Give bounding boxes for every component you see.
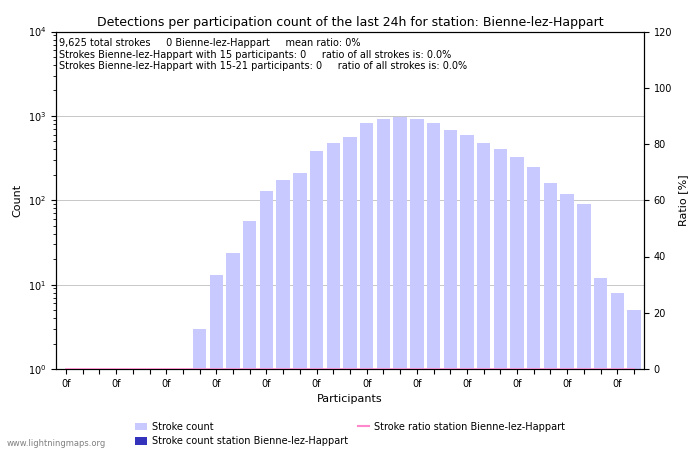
Stroke ratio station Bienne-lez-Happart [630, 366, 638, 372]
Y-axis label: Ratio [%]: Ratio [%] [678, 175, 688, 226]
Bar [377, 119, 390, 450]
Bar [461, 135, 474, 450]
Stroke ratio station Bienne-lez-Happart [379, 366, 388, 372]
Bar [226, 252, 239, 450]
Stroke ratio station Bienne-lez-Happart [95, 366, 104, 372]
Stroke ratio station Bienne-lez-Happart [329, 366, 337, 372]
Stroke ratio station Bienne-lez-Happart [112, 366, 120, 372]
Bar [627, 310, 640, 450]
Bar [109, 369, 122, 450]
Stroke ratio station Bienne-lez-Happart [546, 366, 554, 372]
Stroke ratio station Bienne-lez-Happart [146, 366, 154, 372]
Bar [360, 123, 373, 450]
Text: www.lightningmaps.org: www.lightningmaps.org [7, 439, 106, 448]
Stroke ratio station Bienne-lez-Happart [178, 366, 187, 372]
Stroke ratio station Bienne-lez-Happart [463, 366, 471, 372]
Bar [176, 369, 190, 450]
Bar [594, 278, 607, 450]
Text: 9,625 total strokes     0 Bienne-lez-Happart     mean ratio: 0%
Strokes Bienne-l: 9,625 total strokes 0 Bienne-lez-Happart… [59, 38, 467, 72]
Stroke ratio station Bienne-lez-Happart [295, 366, 304, 372]
Bar [393, 117, 407, 450]
Stroke ratio station Bienne-lez-Happart [195, 366, 204, 372]
Stroke ratio station Bienne-lez-Happart [412, 366, 421, 372]
Stroke ratio station Bienne-lez-Happart [613, 366, 622, 372]
Bar [276, 180, 290, 450]
Bar [293, 173, 307, 450]
Bar [260, 191, 273, 450]
Bar [92, 369, 106, 450]
Stroke ratio station Bienne-lez-Happart [162, 366, 171, 372]
Bar [610, 293, 624, 450]
Stroke ratio station Bienne-lez-Happart [446, 366, 454, 372]
Stroke ratio station Bienne-lez-Happart [429, 366, 438, 372]
Stroke ratio station Bienne-lez-Happart [596, 366, 605, 372]
Stroke ratio station Bienne-lez-Happart [312, 366, 321, 372]
Bar [561, 194, 574, 450]
Bar [160, 369, 173, 450]
Stroke ratio station Bienne-lez-Happart [212, 366, 220, 372]
Stroke ratio station Bienne-lez-Happart [246, 366, 254, 372]
Stroke ratio station Bienne-lez-Happart [279, 366, 288, 372]
Bar [477, 143, 490, 450]
Stroke ratio station Bienne-lez-Happart [346, 366, 354, 372]
Bar [544, 183, 557, 450]
Stroke ratio station Bienne-lez-Happart [580, 366, 588, 372]
Stroke ratio station Bienne-lez-Happart [229, 366, 237, 372]
Bar [243, 221, 256, 450]
Stroke ratio station Bienne-lez-Happart [78, 366, 87, 372]
Stroke ratio station Bienne-lez-Happart [129, 366, 137, 372]
Stroke ratio station Bienne-lez-Happart [563, 366, 571, 372]
Stroke ratio station Bienne-lez-Happart [363, 366, 371, 372]
Stroke ratio station Bienne-lez-Happart [62, 366, 70, 372]
Bar [193, 329, 206, 450]
X-axis label: Participants: Participants [317, 394, 383, 404]
Bar [327, 143, 340, 450]
Bar [494, 149, 507, 450]
Bar [510, 157, 524, 450]
Bar [143, 369, 156, 450]
Bar [310, 151, 323, 450]
Title: Detections per participation count of the last 24h for station: Bienne-lez-Happa: Detections per participation count of th… [97, 16, 603, 29]
Bar [444, 130, 457, 450]
Y-axis label: Count: Count [12, 184, 22, 217]
Bar [578, 204, 591, 450]
Stroke ratio station Bienne-lez-Happart [396, 366, 405, 372]
Stroke ratio station Bienne-lez-Happart [480, 366, 488, 372]
Stroke ratio station Bienne-lez-Happart [262, 366, 271, 372]
Bar [427, 123, 440, 450]
Bar [410, 119, 424, 450]
Legend: Stroke count, Stroke count station Bienne-lez-Happart, Stroke ratio station Bien: Stroke count, Stroke count station Bienn… [132, 418, 569, 450]
Bar [343, 137, 357, 450]
Bar [527, 166, 540, 450]
Stroke ratio station Bienne-lez-Happart [529, 366, 538, 372]
Bar [126, 369, 139, 450]
Bar [76, 369, 90, 450]
Bar [210, 275, 223, 450]
Bar [60, 369, 73, 450]
Stroke ratio station Bienne-lez-Happart [513, 366, 522, 372]
Stroke ratio station Bienne-lez-Happart [496, 366, 505, 372]
